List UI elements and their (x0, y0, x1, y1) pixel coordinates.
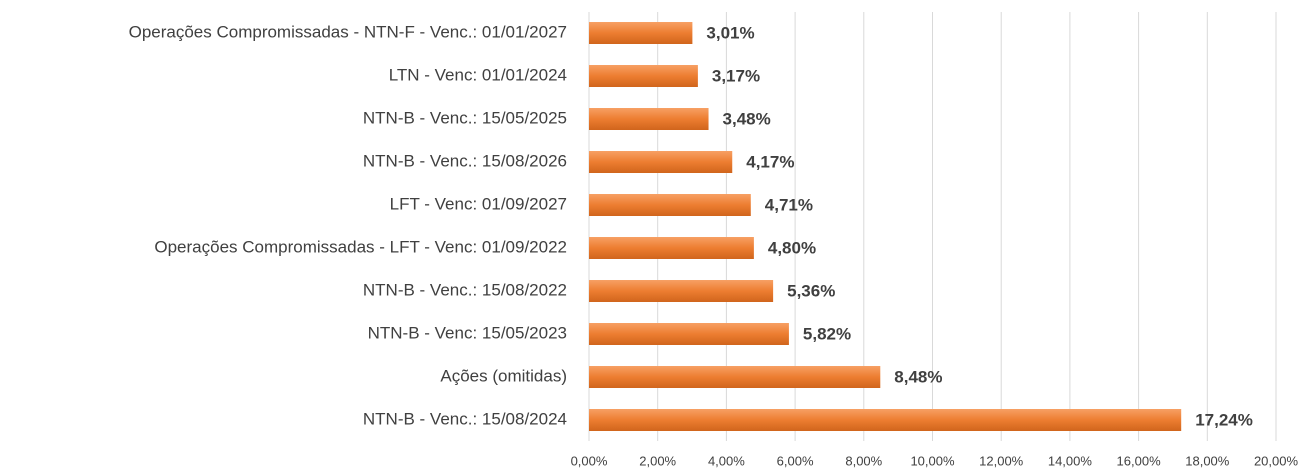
x-tick-label: 8,00% (845, 453, 882, 468)
bar (589, 280, 774, 302)
data-label: 3,17% (712, 66, 760, 85)
y-tick-label: NTN-B - Venc: 15/05/2023 (368, 323, 567, 342)
y-tick-label: NTN-B - Venc.: 15/08/2026 (363, 151, 567, 170)
data-label: 5,36% (787, 281, 835, 300)
y-tick-label: LFT - Venc: 01/09/2027 (390, 194, 567, 213)
x-tick-label: 10,00% (910, 453, 955, 468)
data-label: 17,24% (1195, 410, 1253, 429)
y-tick-label: NTN-B - Venc.: 15/08/2024 (363, 409, 567, 428)
data-label: 8,48% (894, 367, 942, 386)
data-label: 3,01% (706, 23, 754, 42)
y-tick-label: NTN-B - Venc.: 15/05/2025 (363, 108, 567, 127)
y-tick-label: Operações Compromissadas - NTN-F - Venc.… (129, 22, 567, 41)
y-tick-label: Operações Compromissadas - LFT - Venc: 0… (154, 237, 567, 256)
data-label: 3,48% (723, 109, 771, 128)
x-tick-label: 20,00% (1254, 453, 1299, 468)
x-tick-label: 2,00% (639, 453, 676, 468)
bar (589, 366, 881, 388)
x-tick-label: 12,00% (979, 453, 1024, 468)
bar (589, 22, 693, 44)
data-label: 4,17% (746, 152, 794, 171)
y-tick-label: LTN - Venc: 01/01/2024 (389, 65, 567, 84)
x-tick-label: 14,00% (1048, 453, 1093, 468)
bar (589, 237, 754, 259)
bar (589, 151, 733, 173)
x-tick-label: 18,00% (1185, 453, 1230, 468)
y-tick-label: Ações (omitidas) (440, 366, 567, 385)
y-tick-label: NTN-B - Venc.: 15/08/2022 (363, 280, 567, 299)
bar (589, 65, 698, 87)
bar (589, 323, 789, 345)
data-label: 4,71% (765, 195, 813, 214)
bar (589, 194, 751, 216)
data-label: 5,82% (803, 324, 851, 343)
x-tick-label: 16,00% (1117, 453, 1162, 468)
data-label: 4,80% (768, 238, 816, 257)
bar (589, 108, 709, 130)
x-tick-label: 0,00% (571, 453, 608, 468)
x-tick-label: 6,00% (777, 453, 814, 468)
x-tick-label: 4,00% (708, 453, 745, 468)
bar (589, 409, 1182, 431)
